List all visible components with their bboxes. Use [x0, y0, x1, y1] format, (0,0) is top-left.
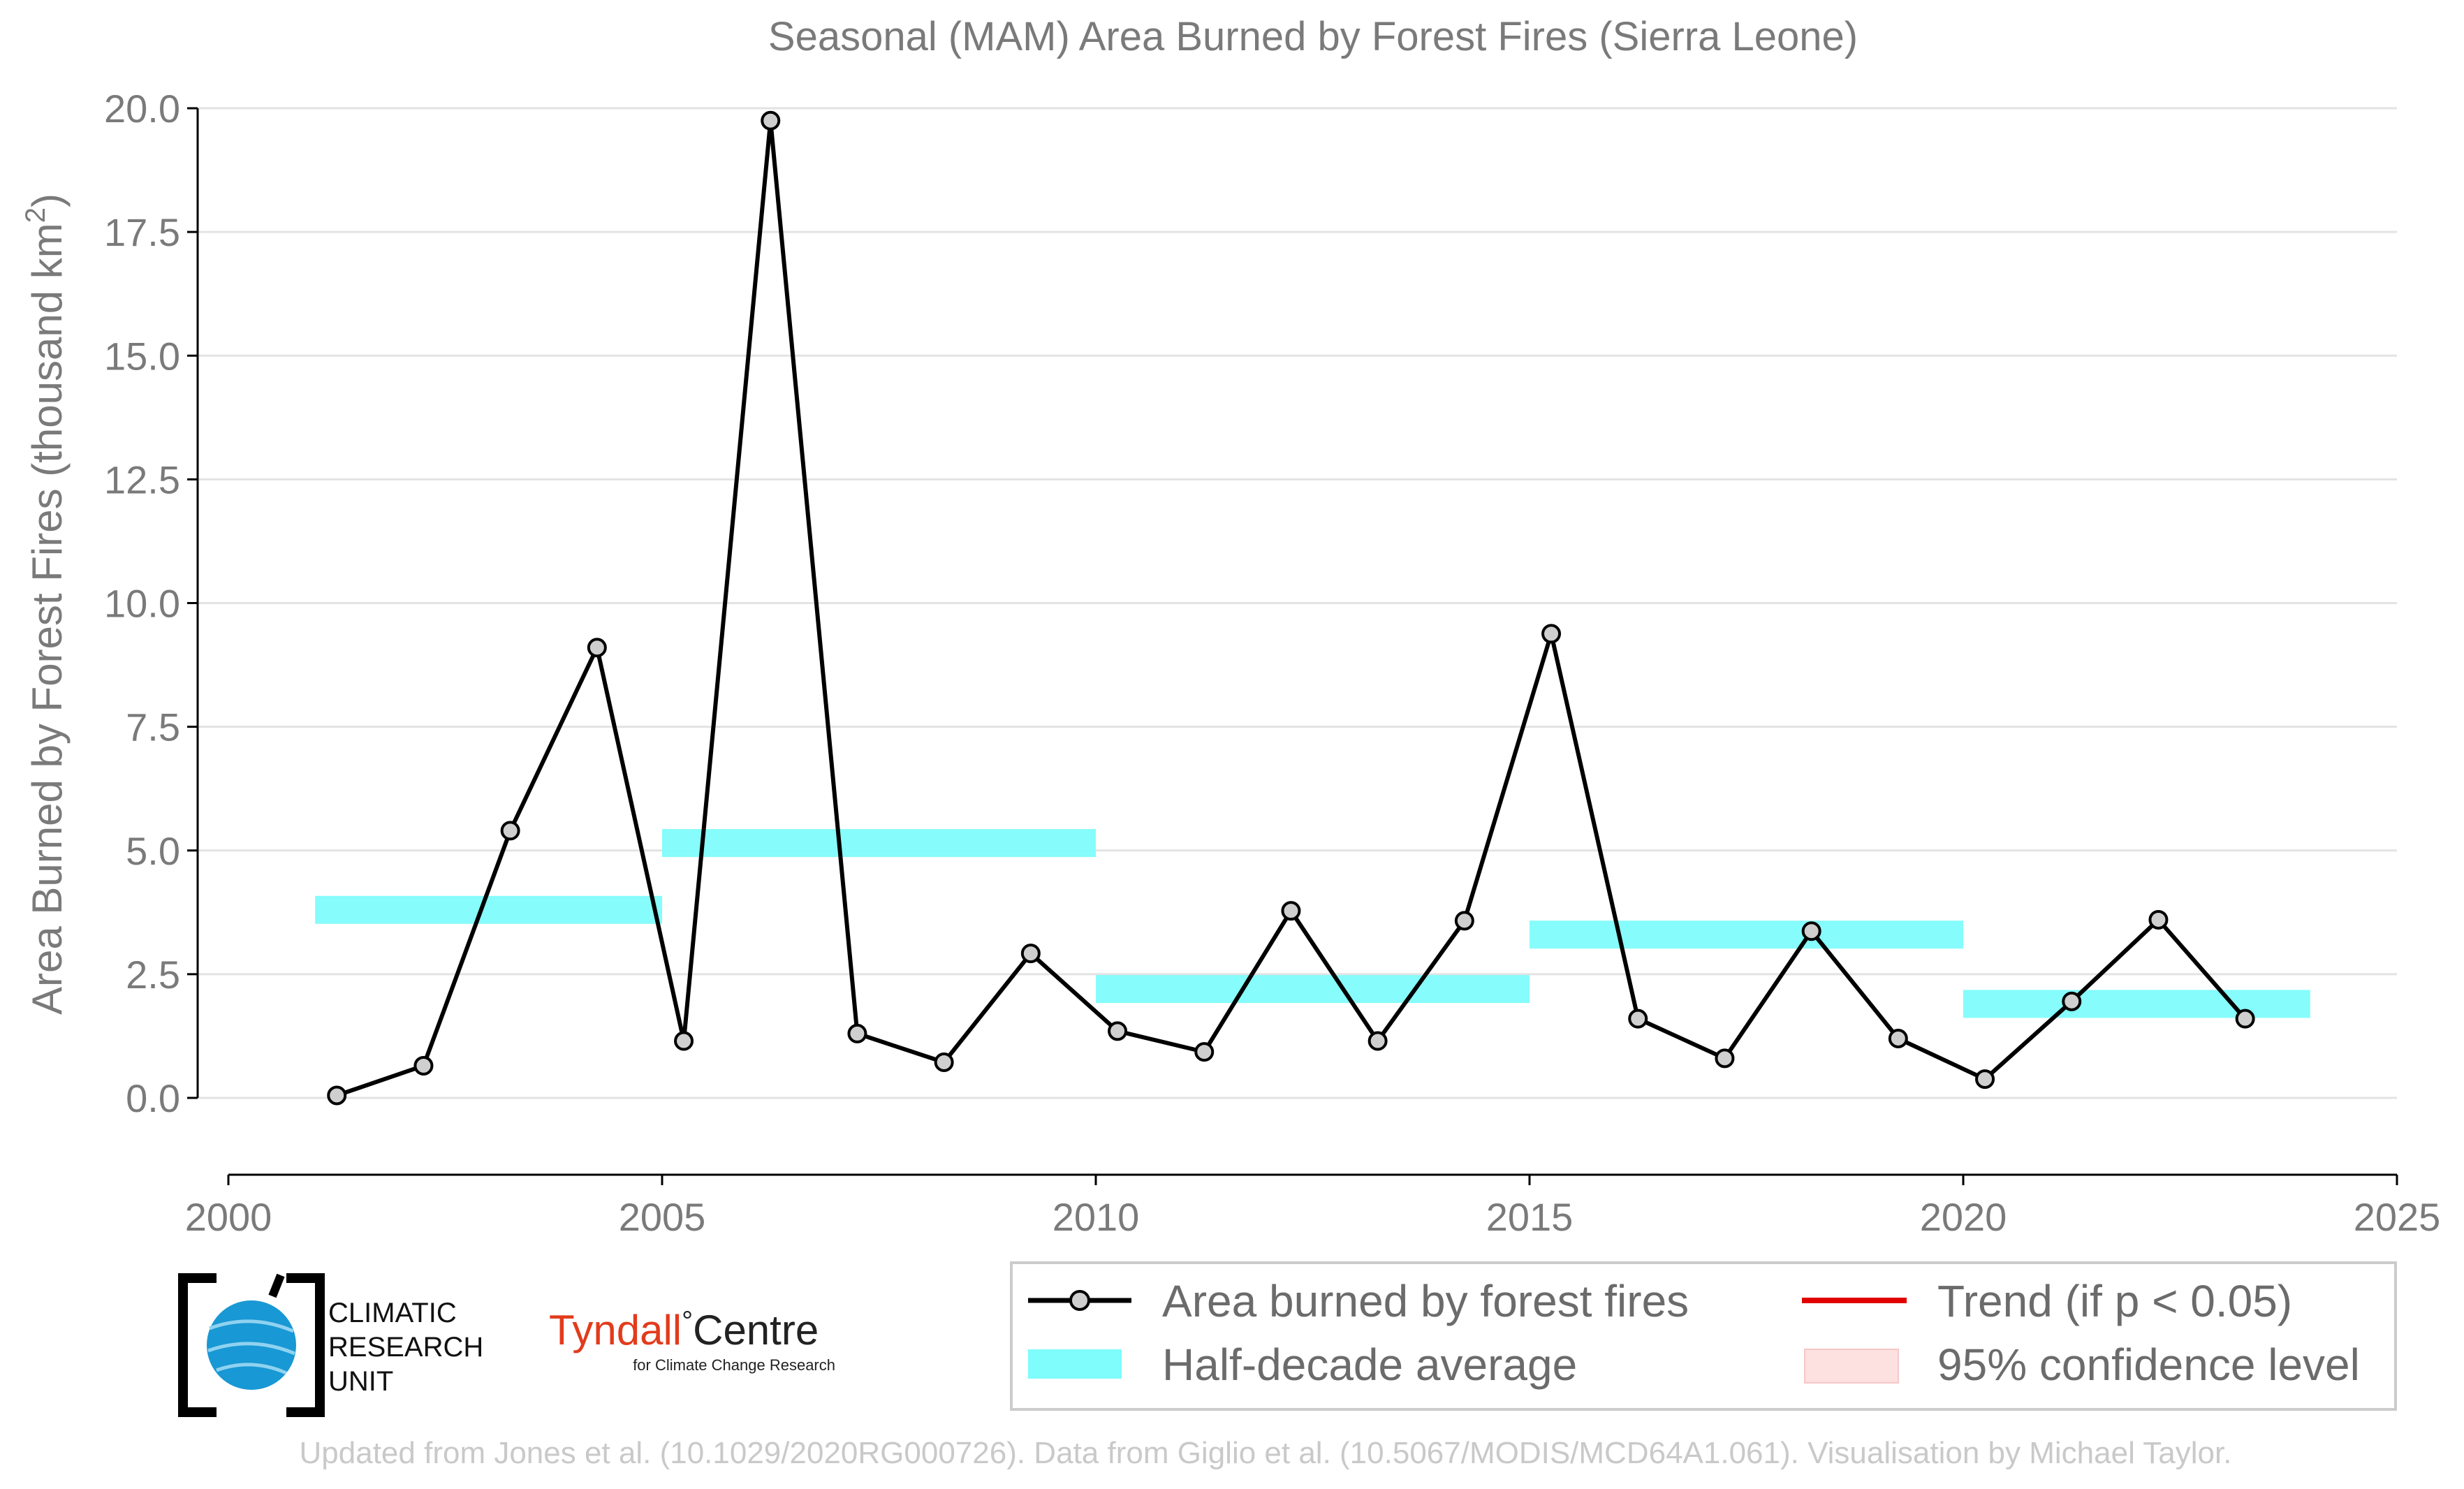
cru-logo-globe-stripe — [209, 1319, 294, 1333]
y-tick-label: 12.5 — [104, 457, 180, 501]
tyndall-logo-subtitle: for Climate Change Research — [633, 1356, 835, 1374]
data-point — [2062, 991, 2082, 1011]
data-point — [847, 1023, 867, 1043]
chart-title: Seasonal (MAM) Area Burned by Forest Fir… — [768, 14, 1858, 59]
y-axis-label-sup: 2 — [20, 207, 51, 223]
tyndall-logo-degree: ° — [682, 1306, 693, 1337]
legend-label-half-decade: Half-decade average — [1162, 1340, 1577, 1390]
y-tick-label: 17.5 — [104, 210, 180, 254]
data-point — [1367, 1031, 1388, 1051]
tyndall-logo-name: Tyndall — [549, 1307, 682, 1354]
data-point — [2235, 1008, 2255, 1029]
cru-logo-line-1: CLIMATIC — [328, 1298, 457, 1328]
y-tick-label: 0.0 — [126, 1076, 180, 1120]
legend: Area burned by forest fires Trend (if p … — [1010, 1261, 2397, 1411]
half-decade-bar — [1096, 975, 1530, 1004]
legend-frame — [1010, 1261, 2397, 1411]
data-point — [1020, 944, 1041, 964]
data-point — [1888, 1028, 1908, 1048]
y-ticks: 0.0 2.5 5.0 7.5 10.0 12.5 15.0 17.5 20.0 — [104, 87, 198, 1120]
tyndall-logo-text: Tyndall°Centre — [549, 1306, 819, 1354]
series-points — [327, 110, 2255, 1106]
series-line-area-burned — [336, 118, 2247, 1098]
grid-lines — [198, 107, 2397, 1099]
tyndall-logo: Tyndall°Centre for Climate Change Resear… — [549, 1306, 835, 1374]
y-tick-label: 20.0 — [104, 87, 180, 131]
cru-logo-bracket-left — [178, 1273, 217, 1417]
y-tick-label: 2.5 — [126, 953, 180, 997]
half-decade-bar — [1530, 920, 1963, 949]
footer-credits: Updated from Jones et al. (10.1029/2020R… — [300, 1436, 2232, 1470]
data-point — [1281, 901, 1301, 921]
half-decade-bar — [315, 895, 662, 924]
y-axis-label-main: Area Burned by Forest Fires (thousand km — [24, 223, 71, 1015]
legend-confidence-swatch — [1804, 1349, 1899, 1384]
y-tick-label: 7.5 — [126, 705, 180, 749]
data-point — [1801, 921, 1821, 941]
data-point — [674, 1031, 694, 1051]
tyndall-logo-centre: Centre — [693, 1307, 819, 1354]
cru-logo-bracket-right — [286, 1273, 325, 1417]
cru-logo-globe-stripe — [207, 1342, 295, 1356]
legend-label-area-burned: Area burned by forest fires — [1162, 1276, 1689, 1326]
half-decade-average-bars — [315, 829, 2310, 1018]
cru-logo: CLIMATIC RESEARCH UNIT — [178, 1273, 483, 1417]
data-point — [327, 1085, 347, 1106]
cru-logo-globe-stripe — [216, 1363, 288, 1375]
cru-logo-bracket-slash — [268, 1273, 285, 1298]
data-point — [1108, 1021, 1128, 1041]
y-axis-label: Area Burned by Forest Fires (thousand km… — [20, 193, 71, 1015]
cru-logo-line-3: UNIT — [328, 1366, 393, 1397]
data-point — [1454, 911, 1474, 931]
legend-label-trend: Trend (if p < 0.05) — [1937, 1276, 2292, 1326]
y-tick-label: 5.0 — [126, 829, 180, 873]
legend-half-decade-swatch — [1028, 1349, 1122, 1379]
legend-marker-swatch — [1069, 1290, 1090, 1311]
x-tick-label: 2005 — [619, 1195, 706, 1239]
data-point — [1628, 1008, 1648, 1029]
y-axis-label-end: ) — [24, 193, 71, 207]
data-point — [500, 821, 520, 841]
data-point — [761, 110, 781, 131]
cru-logo-line-2: RESEARCH — [328, 1332, 483, 1363]
y-tick-label: 10.0 — [104, 582, 180, 626]
data-point — [934, 1052, 954, 1072]
data-point — [413, 1055, 434, 1076]
x-tick-label: 2020 — [1920, 1195, 2007, 1239]
legend-label-confidence: 95% confidence level — [1937, 1340, 2360, 1390]
x-tick-label: 2025 — [2354, 1195, 2441, 1239]
data-point — [2148, 909, 2169, 930]
half-decade-bar — [662, 829, 1096, 858]
data-point — [587, 638, 607, 658]
data-point — [1715, 1048, 1735, 1069]
data-point — [1541, 624, 1562, 644]
data-point — [1975, 1069, 1995, 1090]
x-tick-label: 2015 — [1486, 1195, 1574, 1239]
half-decade-bar — [1963, 990, 2310, 1018]
y-tick-label: 15.0 — [104, 334, 180, 378]
data-point — [1194, 1042, 1215, 1062]
x-ticks: 2000 2005 2010 2015 2020 2025 — [185, 1175, 2441, 1239]
x-tick-label: 2000 — [185, 1195, 272, 1239]
x-tick-label: 2010 — [1053, 1195, 1140, 1239]
